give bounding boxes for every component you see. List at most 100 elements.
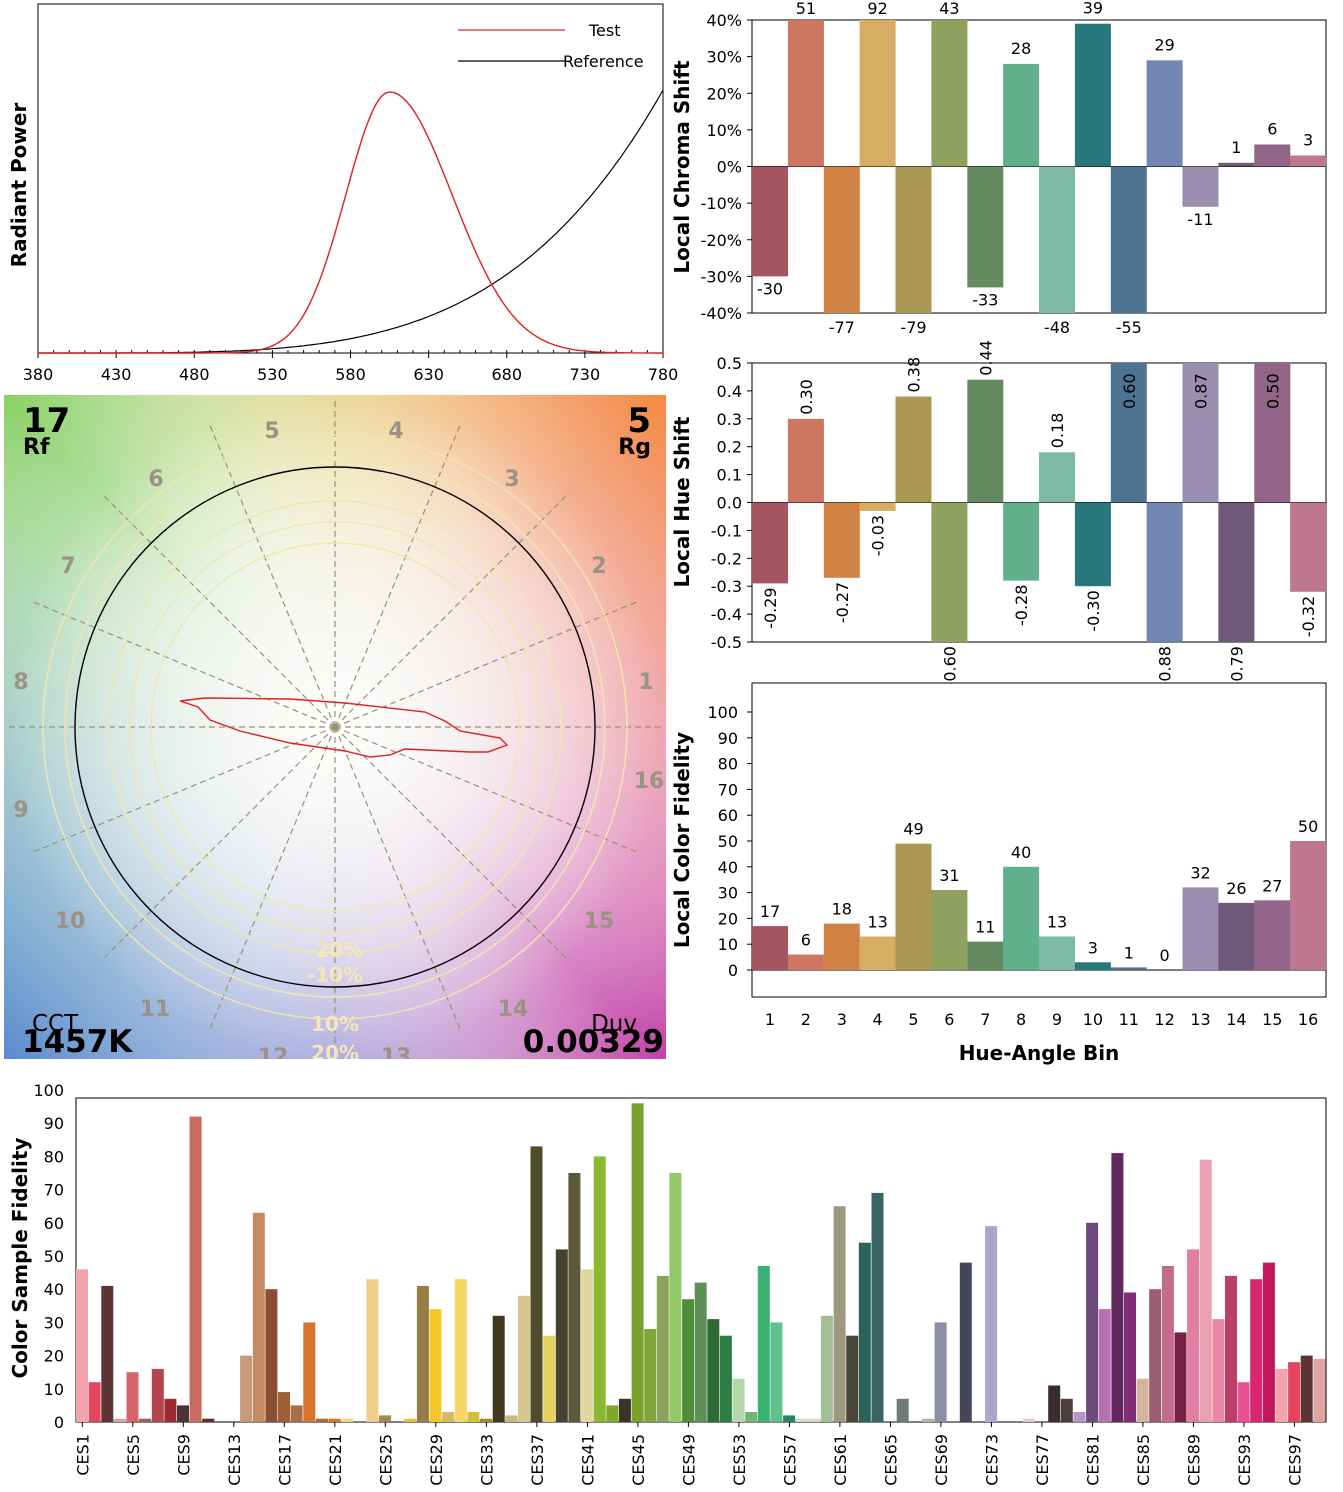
bar	[1290, 155, 1327, 167]
bar	[833, 1206, 846, 1422]
x-tick-label: CES5	[124, 1434, 143, 1476]
y-tick-label: 0.2	[717, 438, 742, 457]
hue-bin-label: 10	[55, 909, 86, 934]
bar-value-label: -0.28	[1012, 585, 1031, 626]
bar	[858, 1242, 871, 1422]
hue-bin-label: 6	[148, 467, 163, 492]
ring-percent-label: 10%	[311, 1012, 359, 1036]
test-series-line	[38, 91, 663, 354]
y-tick-label: 70	[44, 1181, 64, 1200]
bar-value-label: 3	[1088, 938, 1098, 957]
y-tick-label: 0	[54, 1413, 64, 1432]
bar-value-label: 6	[1267, 120, 1277, 139]
x-tick-label: CES57	[780, 1434, 799, 1486]
chroma-ring	[42, 434, 628, 1020]
bar	[240, 1355, 253, 1422]
bar-value-label: -0.79	[1227, 646, 1246, 687]
bar-value-label: 0.38	[905, 357, 924, 393]
y-axis-label: Radiant Power	[7, 103, 31, 268]
bar	[139, 1418, 152, 1422]
y-tick-label: -30%	[701, 267, 742, 286]
bar-value-label: -0.29	[761, 587, 780, 628]
bar	[1048, 1385, 1061, 1422]
x-tick-label: CES37	[528, 1434, 547, 1486]
bar-value-label: 92	[867, 0, 887, 18]
bar-value-label: 26	[1226, 879, 1246, 898]
x-tick-label: 7	[980, 1010, 990, 1029]
bar	[1136, 1378, 1149, 1422]
y-tick-label: 60	[718, 806, 738, 825]
x-tick-label: CES21	[326, 1434, 345, 1486]
bar-value-label: 13	[867, 913, 887, 932]
y-tick-label: 10	[44, 1380, 64, 1399]
bar	[631, 1103, 644, 1422]
y-tick-label: 40	[718, 858, 738, 877]
y-tick-label: -20%	[701, 231, 742, 250]
bar-value-label: 1	[1124, 943, 1134, 962]
y-tick-label: 0%	[717, 158, 742, 177]
ring-percent-label: 20%	[311, 1041, 359, 1065]
hue-bin-label: 11	[140, 997, 171, 1022]
bar-value-label: 43	[939, 0, 959, 18]
bar-value-label: 50	[1298, 817, 1318, 836]
bar	[1074, 23, 1111, 167]
y-tick-label: 100	[33, 1081, 64, 1100]
bar	[265, 1289, 278, 1422]
bar	[820, 1315, 833, 1422]
bar	[967, 941, 1004, 970]
y-tick-label: 20	[44, 1347, 64, 1366]
bar	[480, 1418, 492, 1422]
bar-value-label: 39	[1083, 0, 1103, 18]
bar-value-label: 27	[1262, 876, 1282, 895]
bar	[1288, 1362, 1301, 1422]
bar	[88, 1382, 101, 1422]
bar	[429, 1309, 442, 1422]
bar	[505, 1415, 518, 1422]
bar-value-label: 49	[903, 820, 923, 839]
bar	[823, 923, 860, 970]
y-tick-label: 60	[44, 1214, 64, 1233]
bar	[1110, 363, 1147, 503]
y-tick-label: 50	[718, 832, 738, 851]
bar	[787, 418, 824, 503]
bar	[959, 1262, 972, 1422]
bar-value-label: -11	[1187, 210, 1213, 229]
hue-bin-label: 13	[381, 1045, 412, 1070]
bar	[1225, 1275, 1237, 1422]
bar	[896, 1398, 909, 1422]
y-tick-label: 0	[728, 961, 738, 980]
bar	[859, 502, 896, 511]
y-tick-label: 90	[44, 1114, 64, 1133]
bar	[278, 1392, 290, 1422]
bar-value-label: 32	[1190, 863, 1210, 882]
y-tick-label: 0.3	[717, 410, 742, 429]
bar	[922, 1418, 934, 1422]
bar-value-label: 18	[832, 900, 852, 919]
bar-value-label: 3	[1303, 131, 1313, 150]
bar	[328, 1418, 341, 1422]
bar	[1182, 166, 1219, 207]
y-tick-label: -0.3	[711, 577, 742, 596]
hue-bin-spoke	[334, 726, 569, 961]
bar	[1250, 1279, 1263, 1422]
bar	[467, 1412, 480, 1422]
hue-bin-label: 4	[388, 419, 403, 444]
bar	[76, 1269, 88, 1422]
y-tick-label: -0.2	[711, 549, 742, 568]
bar-value-label: 40	[1011, 843, 1031, 862]
y-tick-label: 10	[718, 935, 738, 954]
hue-bin-label: 8	[13, 670, 28, 695]
bar	[1074, 962, 1111, 970]
hue-bin-spoke	[334, 493, 569, 728]
x-tick-label: CES17	[275, 1434, 294, 1486]
bar	[732, 1378, 745, 1422]
y-tick-label: 10%	[706, 121, 742, 140]
chroma-ring	[150, 542, 520, 912]
x-tick-label: 10	[1083, 1010, 1103, 1029]
bar	[644, 1329, 657, 1422]
bar	[1098, 1309, 1111, 1422]
bar-value-label: -0.30	[1084, 590, 1103, 631]
bar	[931, 20, 968, 167]
